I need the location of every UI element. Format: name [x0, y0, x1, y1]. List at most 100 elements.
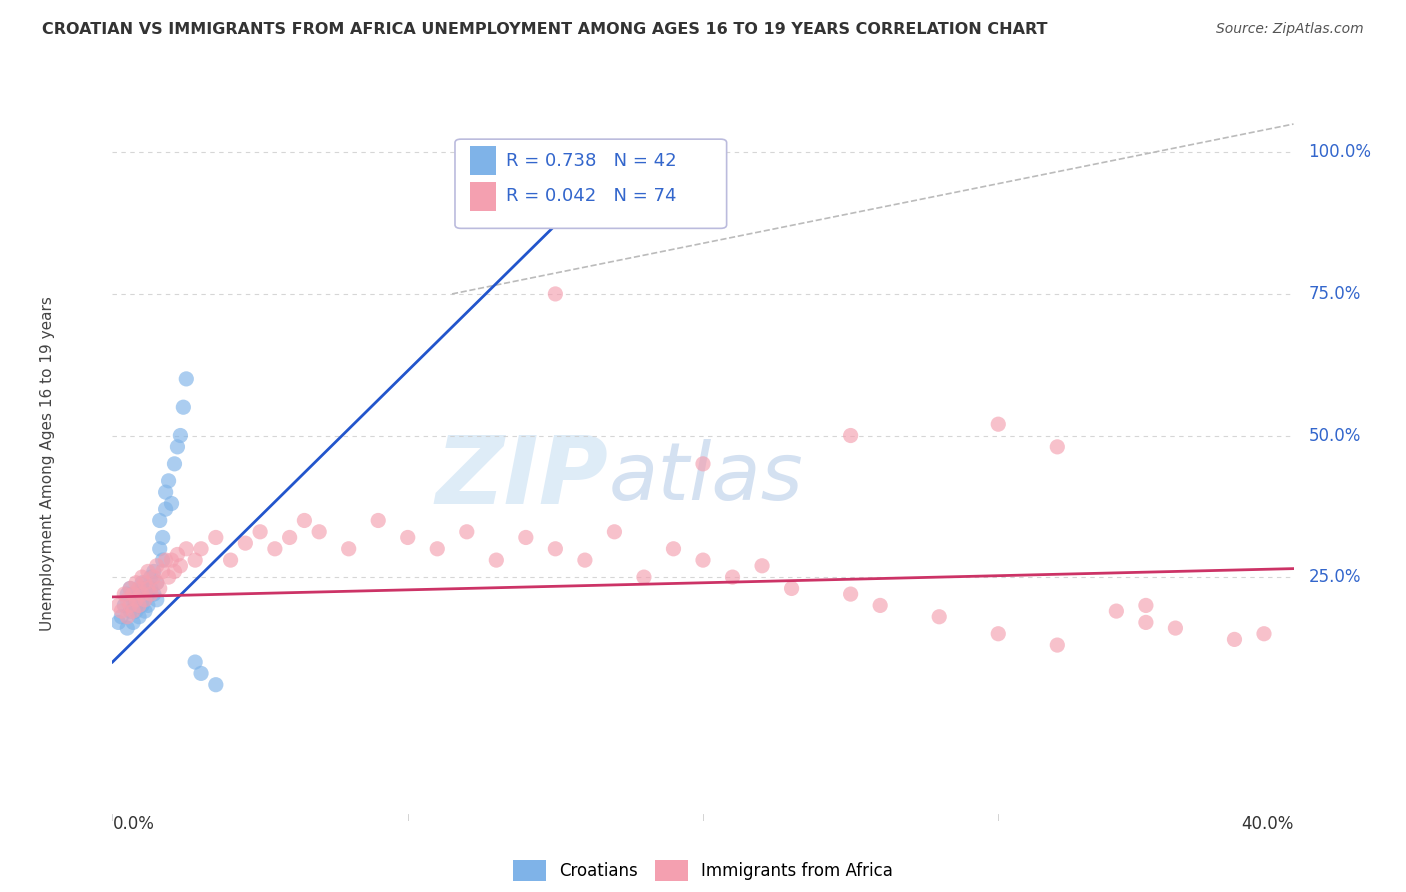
Point — [278, 531, 301, 545]
Point — [869, 599, 891, 613]
Point — [120, 582, 142, 596]
Point — [136, 565, 159, 579]
Point — [146, 592, 169, 607]
Point — [122, 615, 145, 630]
Point — [839, 587, 862, 601]
Point — [190, 541, 212, 556]
Point — [1253, 626, 1275, 640]
Point — [633, 570, 655, 584]
Point — [107, 615, 129, 630]
Point — [1046, 440, 1069, 454]
Point — [152, 553, 174, 567]
Point — [692, 553, 714, 567]
Text: CROATIAN VS IMMIGRANTS FROM AFRICA UNEMPLOYMENT AMONG AGES 16 TO 19 YEARS CORREL: CROATIAN VS IMMIGRANTS FROM AFRICA UNEMP… — [42, 22, 1047, 37]
Point — [1164, 621, 1187, 635]
Point — [205, 531, 228, 545]
Point — [1105, 604, 1128, 618]
Point — [134, 592, 156, 607]
Point — [136, 582, 159, 596]
Point — [107, 599, 129, 613]
Point — [134, 575, 156, 590]
Point — [142, 587, 165, 601]
Point — [160, 553, 183, 567]
Point — [163, 565, 186, 579]
FancyBboxPatch shape — [471, 146, 496, 175]
Point — [120, 604, 142, 618]
Point — [110, 604, 132, 618]
Text: 100.0%: 100.0% — [1309, 144, 1371, 161]
Point — [149, 582, 172, 596]
Point — [751, 558, 773, 573]
Point — [122, 592, 145, 607]
Point — [721, 570, 744, 584]
Point — [139, 587, 162, 601]
Point — [515, 531, 537, 545]
Point — [544, 287, 567, 301]
Point — [120, 582, 142, 596]
Point — [987, 626, 1010, 640]
Point — [1046, 638, 1069, 652]
Point — [169, 428, 191, 442]
Point — [544, 541, 567, 556]
Point — [308, 524, 330, 539]
Point — [146, 558, 169, 573]
Point — [184, 655, 207, 669]
Point — [134, 592, 156, 607]
Point — [166, 440, 188, 454]
Point — [367, 513, 389, 527]
Point — [396, 531, 419, 545]
Point — [136, 599, 159, 613]
Point — [190, 666, 212, 681]
Point — [125, 599, 148, 613]
Point — [149, 513, 172, 527]
Point — [1135, 599, 1157, 613]
Point — [155, 502, 177, 516]
Point — [125, 604, 148, 618]
Point — [146, 575, 169, 590]
Point — [117, 592, 138, 607]
Point — [131, 587, 153, 601]
Point — [131, 582, 153, 596]
Point — [1135, 615, 1157, 630]
Point — [146, 575, 169, 590]
Legend: Croatians, Immigrants from Africa: Croatians, Immigrants from Africa — [506, 854, 900, 888]
Point — [139, 570, 162, 584]
Point — [125, 592, 148, 607]
Point — [184, 553, 207, 567]
Point — [839, 428, 862, 442]
Point — [163, 457, 186, 471]
Text: R = 0.042   N = 74: R = 0.042 N = 74 — [506, 187, 676, 205]
Point — [426, 541, 449, 556]
Point — [128, 599, 150, 613]
Point — [152, 531, 174, 545]
Point — [603, 524, 626, 539]
Point — [780, 582, 803, 596]
Point — [157, 570, 180, 584]
Point — [128, 587, 150, 601]
Point — [117, 609, 138, 624]
Point — [149, 541, 172, 556]
Point — [139, 582, 162, 596]
Point — [337, 541, 360, 556]
Point — [456, 524, 478, 539]
Point — [117, 587, 138, 601]
Text: Source: ZipAtlas.com: Source: ZipAtlas.com — [1216, 22, 1364, 37]
Point — [928, 609, 950, 624]
Point — [122, 587, 145, 601]
Point — [131, 575, 153, 590]
Point — [131, 599, 153, 613]
Point — [155, 485, 177, 500]
Point — [249, 524, 271, 539]
Text: ZIP: ZIP — [436, 432, 609, 524]
Point — [120, 599, 142, 613]
Point — [122, 604, 145, 618]
Point — [112, 599, 135, 613]
Point — [169, 558, 191, 573]
Point — [692, 457, 714, 471]
Point — [128, 609, 150, 624]
Point — [219, 553, 242, 567]
Point — [574, 553, 596, 567]
Point — [662, 541, 685, 556]
Text: atlas: atlas — [609, 439, 803, 517]
Point — [157, 474, 180, 488]
